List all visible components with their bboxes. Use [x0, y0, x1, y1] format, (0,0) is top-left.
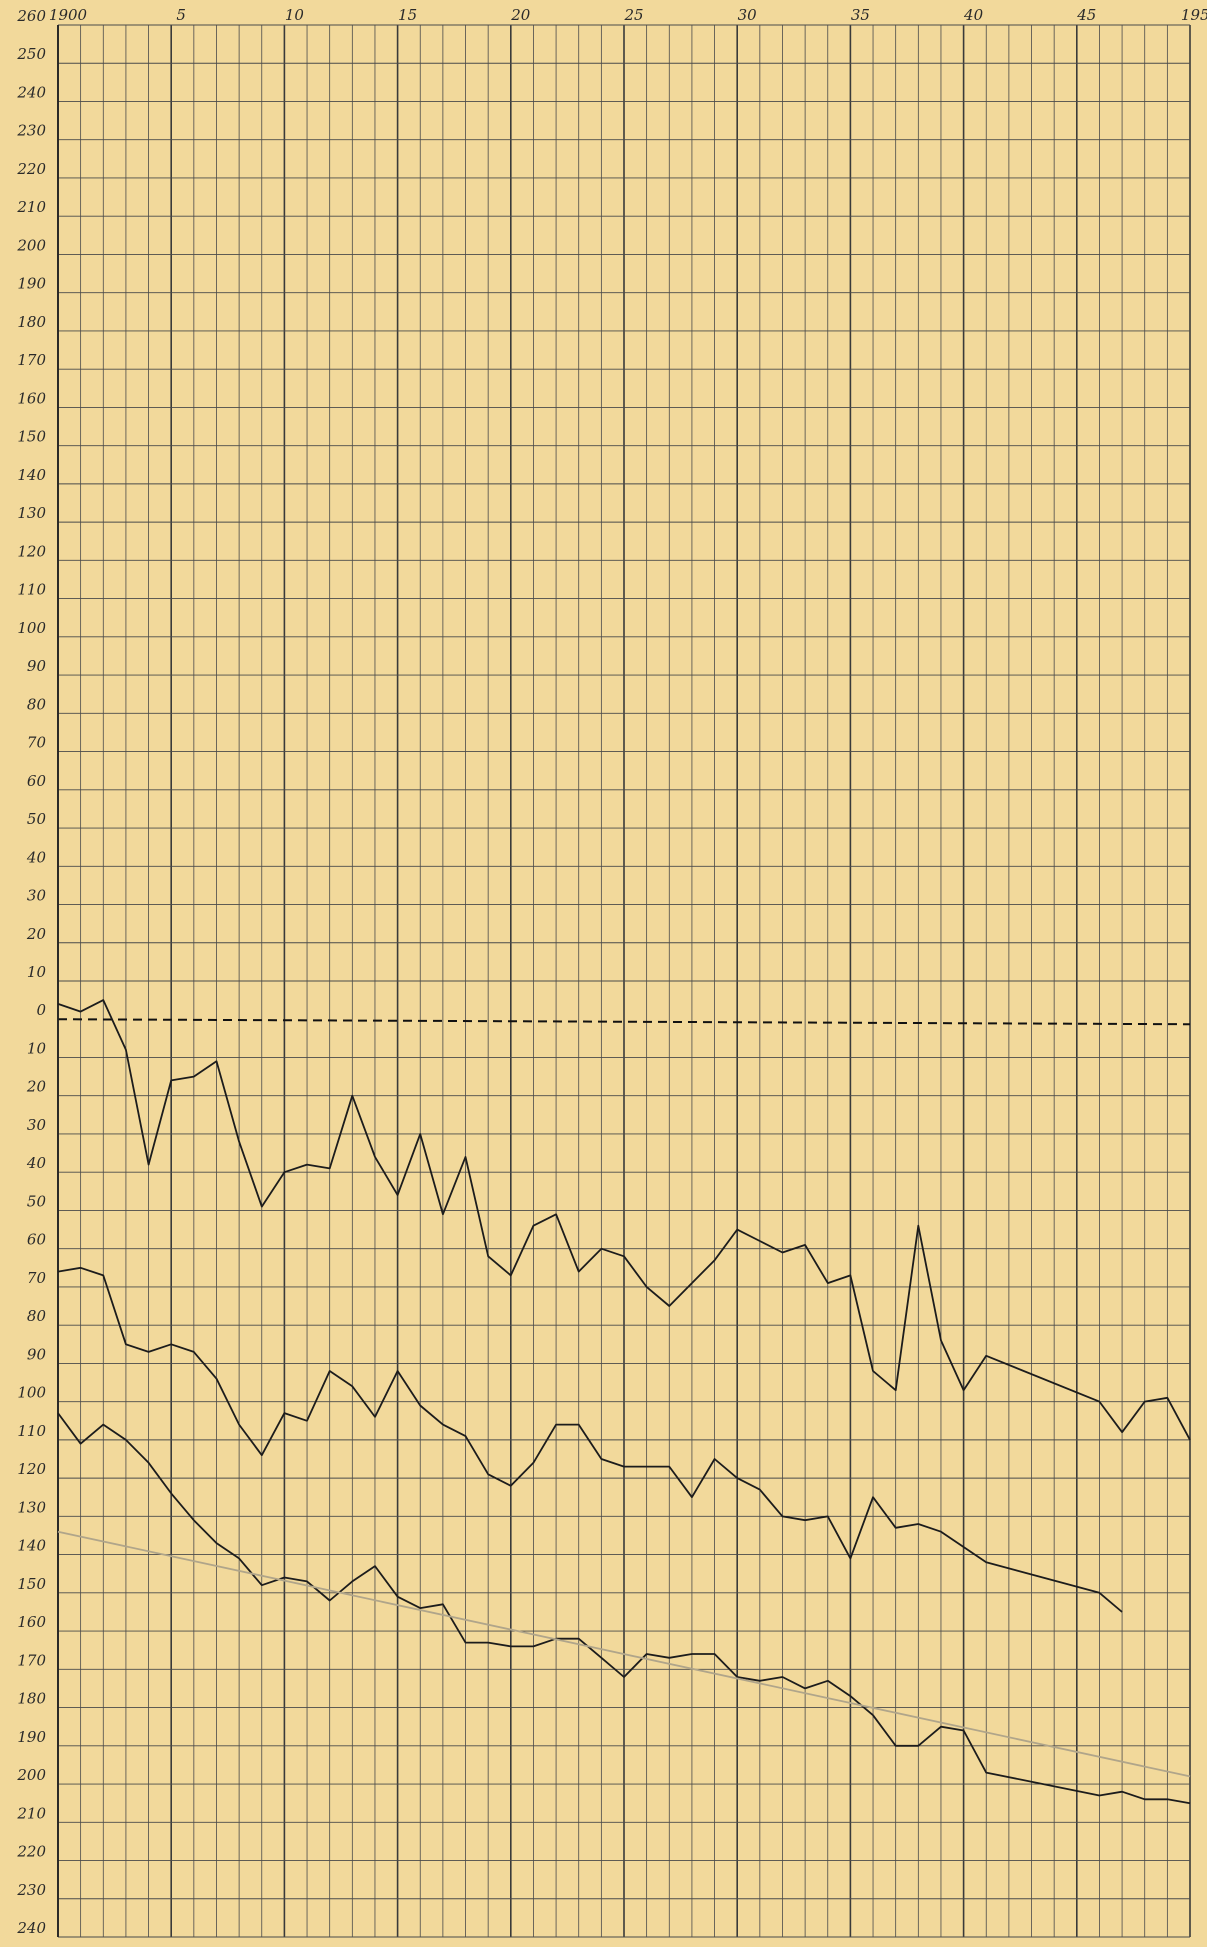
y-tick-label: 50 [27, 810, 47, 828]
y-tick-label: 180 [17, 313, 46, 331]
y-tick-label: 200 [16, 1766, 46, 1784]
y-tick-label: 130 [17, 1498, 46, 1516]
data-line [57, 1530, 1191, 1778]
y-tick-label: 230 [16, 122, 46, 140]
y-tick-label: 150 [17, 1575, 46, 1593]
y-tick-label: 190 [17, 1728, 46, 1746]
y-tick-label: 50 [27, 1192, 47, 1210]
y-tick-label: 30 [27, 1116, 47, 1134]
y-tick-label: 170 [17, 1651, 46, 1669]
zero-line [57, 1018, 1191, 1026]
y-tick-label: 40 [26, 848, 47, 866]
y-tick-label: 10 [27, 963, 47, 981]
y-tick-label: 150 [17, 428, 46, 446]
x-tick-label: 1950 [1181, 6, 1207, 24]
y-tick-label: 220 [16, 1843, 46, 1861]
y-tick-label: 140 [17, 1537, 46, 1555]
y-tick-label: 140 [17, 466, 46, 484]
y-tick-label: 70 [27, 1269, 47, 1287]
x-tick-label: 40 [963, 6, 984, 24]
y-tick-label: 60 [27, 1231, 47, 1249]
x-tick-label: 5 [176, 6, 186, 24]
y-tick-label: 0 [36, 1001, 46, 1019]
y-tick-label: 250 [16, 45, 46, 63]
x-tick-label: 45 [1076, 6, 1096, 24]
y-tick-label: 240 [16, 83, 46, 101]
y-tick-label: 260 [16, 7, 46, 25]
y-tick-label: 160 [17, 389, 46, 407]
y-tick-label: 10 [27, 1039, 47, 1057]
y-tick-label: 80 [27, 1307, 47, 1325]
y-tick-label: 120 [17, 1460, 46, 1478]
y-tick-label: 70 [27, 734, 47, 752]
y-tick-label: 80 [27, 695, 47, 713]
x-tick-label: 30 [738, 6, 758, 24]
y-tick-label: 90 [27, 1345, 47, 1363]
y-tick-label: 90 [27, 657, 47, 675]
y-tick-label: 110 [17, 1422, 46, 1440]
data-line [57, 999, 1191, 1441]
y-tick-label: 110 [17, 581, 46, 599]
x-tick-label: 10 [285, 6, 305, 24]
y-tick-label: 60 [27, 772, 47, 790]
y-tick-label: 200 [16, 236, 46, 254]
y-tick-label: 190 [17, 275, 46, 293]
y-tick-label: 120 [17, 542, 46, 560]
y-tick-label: 180 [17, 1690, 46, 1708]
data-line [57, 1266, 1123, 1613]
y-tick-label: 130 [17, 504, 46, 522]
data-line [57, 1412, 1191, 1805]
y-tick-label: 210 [16, 198, 46, 216]
y-tick-label: 230 [16, 1881, 46, 1899]
x-tick-label: 15 [398, 6, 417, 24]
y-tick-label: 210 [16, 1804, 46, 1822]
y-tick-label: 20 [26, 925, 47, 943]
x-tick-label: 1900 [49, 6, 88, 24]
y-tick-label: 30 [27, 887, 47, 905]
y-tick-label: 100 [17, 619, 46, 637]
y-tick-label: 20 [26, 1078, 47, 1096]
y-tick-label: 170 [17, 351, 46, 369]
y-tick-label: 240 [16, 1919, 46, 1937]
x-tick-label: 35 [851, 6, 870, 24]
y-tick-label: 220 [16, 160, 46, 178]
x-tick-label: 25 [623, 6, 643, 24]
y-tick-label: 160 [17, 1613, 46, 1631]
x-tick-label: 20 [510, 6, 531, 24]
y-tick-label: 100 [17, 1384, 46, 1402]
y-tick-label: 40 [26, 1154, 47, 1172]
